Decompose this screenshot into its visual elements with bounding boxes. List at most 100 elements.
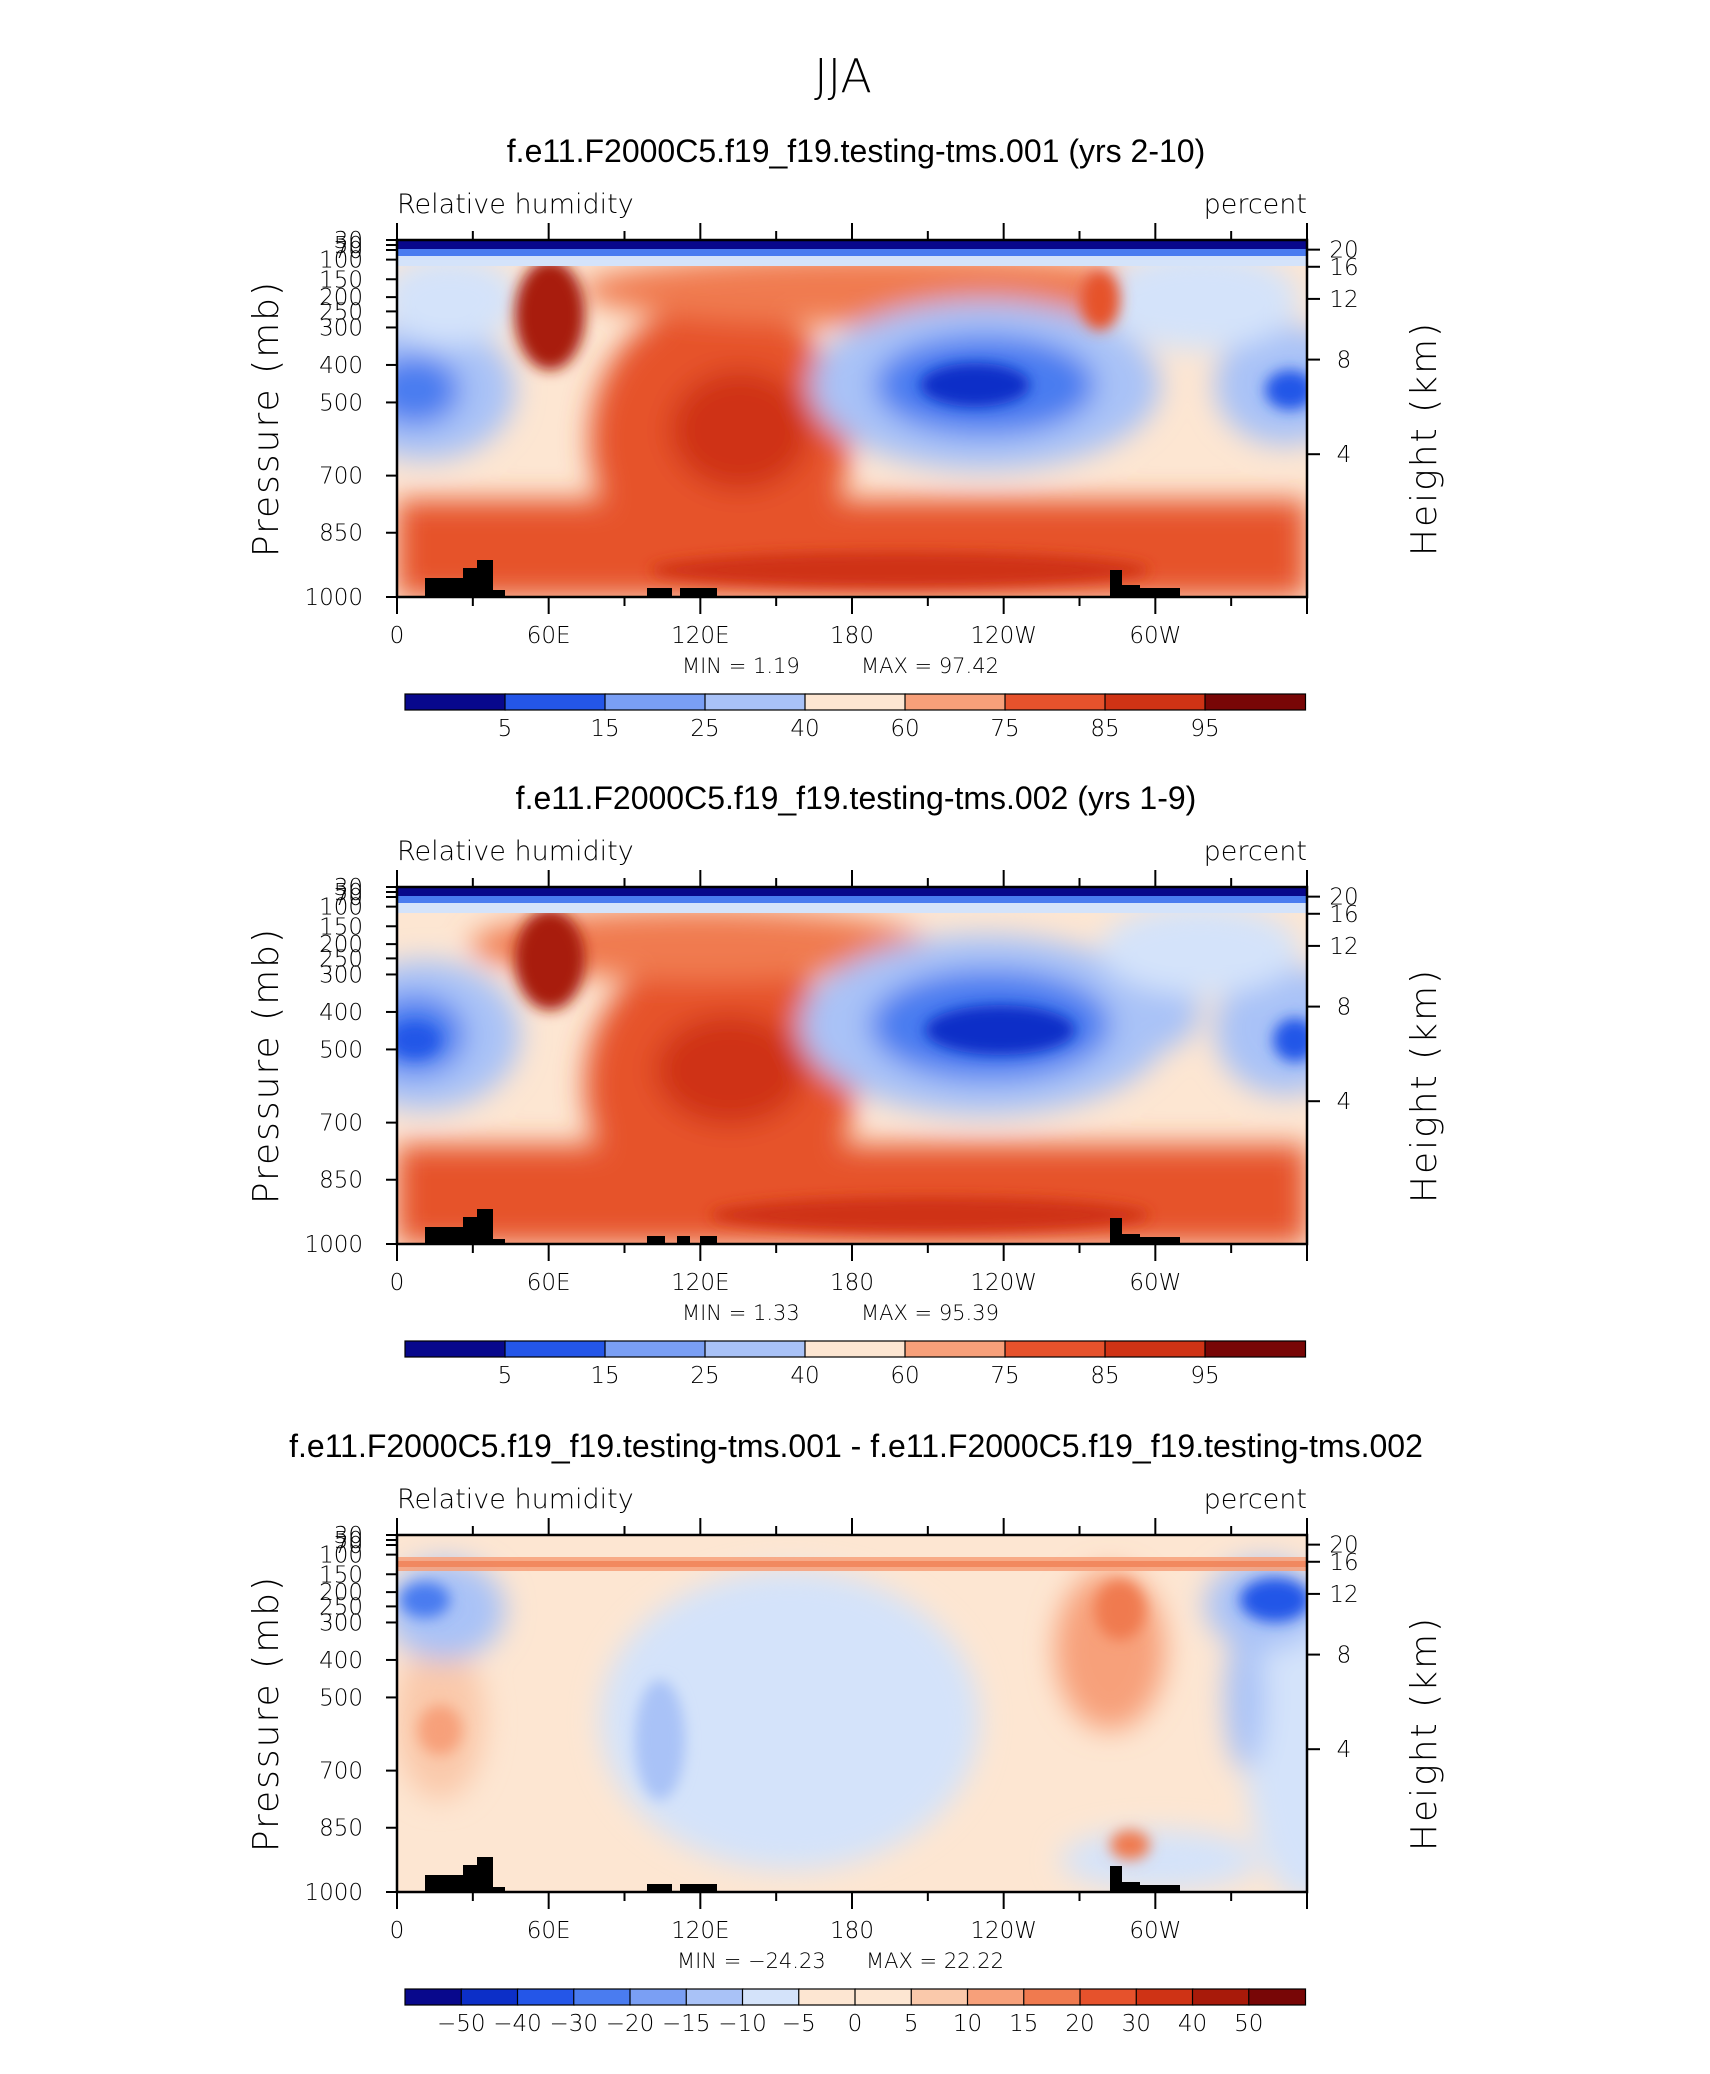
pressure-tick-label: 400 [319, 353, 363, 379]
height-tick-label: 12 [1329, 287, 1358, 313]
lon-tick-label: 120W [970, 1270, 1037, 1296]
lon-tick-label: 60W [1129, 1918, 1181, 1944]
height-tick-label: 16 [1329, 902, 1358, 928]
colorbar-swatch [504, 1340, 607, 1358]
pressure-tick-label: 500 [319, 390, 363, 416]
colorbar: 5 15 25 40 60 75 85 95 [404, 1340, 1307, 1389]
dry-core-east [1273, 1018, 1307, 1062]
colorbar-label: −40 [493, 2011, 542, 2037]
colorbar-label: 10 [953, 2011, 982, 2037]
lon-tick-label: 120W [970, 1918, 1037, 1944]
topography [425, 1857, 1180, 1892]
axes: 3050701001502002503004005007008501000201… [246, 1518, 1445, 1944]
stratosphere-gradient-1 [397, 887, 1307, 896]
right-axis-title: Height (km) [1404, 321, 1445, 556]
colorbar-swatch [573, 1988, 632, 2006]
diff-neg-tail [1225, 1630, 1265, 1770]
colorbar-swatch [798, 1988, 857, 2006]
colorbar-swatch [904, 693, 1007, 711]
colorbar-label: 0 [848, 2011, 863, 2037]
colorbar-label: 15 [590, 1363, 619, 1389]
colorbar-label: 95 [1190, 1363, 1219, 1389]
panel-3: f.e11.F2000C5.f19_f19.testing-tms.001 - … [246, 1428, 1445, 2037]
pressure-tick-label: 850 [319, 1168, 363, 1194]
colorbar-swatch [685, 1988, 744, 2006]
pressure-tick-label: 250 [319, 1594, 363, 1620]
colorbar-label: 60 [890, 716, 919, 742]
colorbar-swatch [1023, 1988, 1082, 2006]
colorbar-swatch [1079, 1988, 1138, 2006]
colorbar-swatch [904, 1340, 1007, 1358]
pressure-tick-label: 850 [319, 521, 363, 547]
colorbar-swatch [704, 693, 807, 711]
panel-title: f.e11.F2000C5.f19_f19.testing-tms.001 - … [289, 1428, 1423, 1464]
pressure-tick-label: 70 [334, 1533, 363, 1559]
pressure-tick-label: 30 [334, 875, 363, 901]
variable-label: Relative humidity [397, 836, 634, 867]
colorbar-label: 75 [990, 1363, 1019, 1389]
lon-tick-label: 120E [671, 1918, 729, 1944]
colorbar-swatch [629, 1988, 688, 2006]
colorbar-label: −5 [782, 2011, 816, 2037]
pressure-tick-label: 150 [319, 267, 363, 293]
topography [425, 1209, 1180, 1244]
colorbar-label: 40 [1178, 2011, 1207, 2037]
lon-tick-label: 0 [390, 1270, 405, 1296]
pressure-tick-label: 200 [319, 1580, 363, 1606]
pressure-tick-label: 300 [319, 962, 363, 988]
colorbar-label: −10 [718, 2011, 767, 2037]
pressure-tick-label: 300 [319, 315, 363, 341]
colorbar-label: 5 [498, 1363, 513, 1389]
height-tick-label: 8 [1337, 348, 1352, 374]
axes: 3050701001502002503004005007008501000201… [246, 223, 1445, 649]
colorbar-swatch [804, 1340, 907, 1358]
lon-tick-label: 60E [527, 1918, 571, 1944]
colorbar-swatch [604, 1340, 707, 1358]
panel-title: f.e11.F2000C5.f19_f19.testing-tms.001 (y… [507, 133, 1205, 169]
colorbar-label: 25 [690, 1363, 719, 1389]
dry-region-east [1215, 965, 1307, 1095]
min-value: MIN = −24.23 [677, 1949, 826, 1973]
colorbar-label: 60 [890, 1363, 919, 1389]
colorbar-swatch [516, 1988, 575, 2006]
dry-core-pacific [920, 363, 1030, 407]
height-tick-label: 4 [1337, 442, 1352, 468]
pressure-tick-label: 500 [319, 1685, 363, 1711]
colorbar-label: 5 [498, 716, 513, 742]
colorbar-label: 15 [1009, 2011, 1038, 2037]
height-tick-label: 20 [1329, 1533, 1358, 1559]
colorbar-label: 75 [990, 716, 1019, 742]
moist-tower [515, 260, 585, 370]
diff-pos-surface [1110, 1830, 1150, 1860]
max-value: MAX = 22.22 [866, 1949, 1004, 1973]
lon-tick-label: 180 [830, 1918, 874, 1944]
colorbar-swatch [1248, 1988, 1307, 2006]
colorbar-label: 40 [790, 716, 819, 742]
panel-2: f.e11.F2000C5.f19_f19.testing-tms.002 (y… [246, 780, 1445, 1389]
contour-field [397, 240, 1307, 597]
pressure-tick-label: 50 [334, 880, 363, 906]
dry-core-west [397, 1022, 440, 1058]
lon-tick-label: 180 [830, 623, 874, 649]
topography [425, 560, 1180, 597]
surface-max [710, 1197, 1150, 1233]
pressure-tick-label: 1000 [304, 585, 363, 611]
dry-region-west-mid [397, 355, 460, 425]
pressure-tick-label: 1000 [304, 1880, 363, 1906]
units-label: percent [1204, 836, 1307, 867]
colorbar-swatch [1004, 693, 1107, 711]
height-tick-label: 8 [1337, 1643, 1352, 1669]
diff-neg-core-right [1240, 1578, 1307, 1622]
axes: 3050701001502002503004005007008501000201… [246, 870, 1445, 1296]
pressure-tick-label: 150 [319, 914, 363, 940]
contour-field [397, 1535, 1307, 1892]
colorbar-swatch [1104, 1340, 1207, 1358]
colorbar-swatch [504, 693, 607, 711]
moist-core-inner [655, 1015, 805, 1125]
dry-core-east [1265, 370, 1307, 410]
pressure-tick-label: 30 [334, 1523, 363, 1549]
lon-tick-label: 60E [527, 1270, 571, 1296]
stratosphere-gradient-1 [397, 240, 1307, 249]
pressure-tick-label: 50 [334, 1528, 363, 1554]
pressure-tick-label: 200 [319, 285, 363, 311]
